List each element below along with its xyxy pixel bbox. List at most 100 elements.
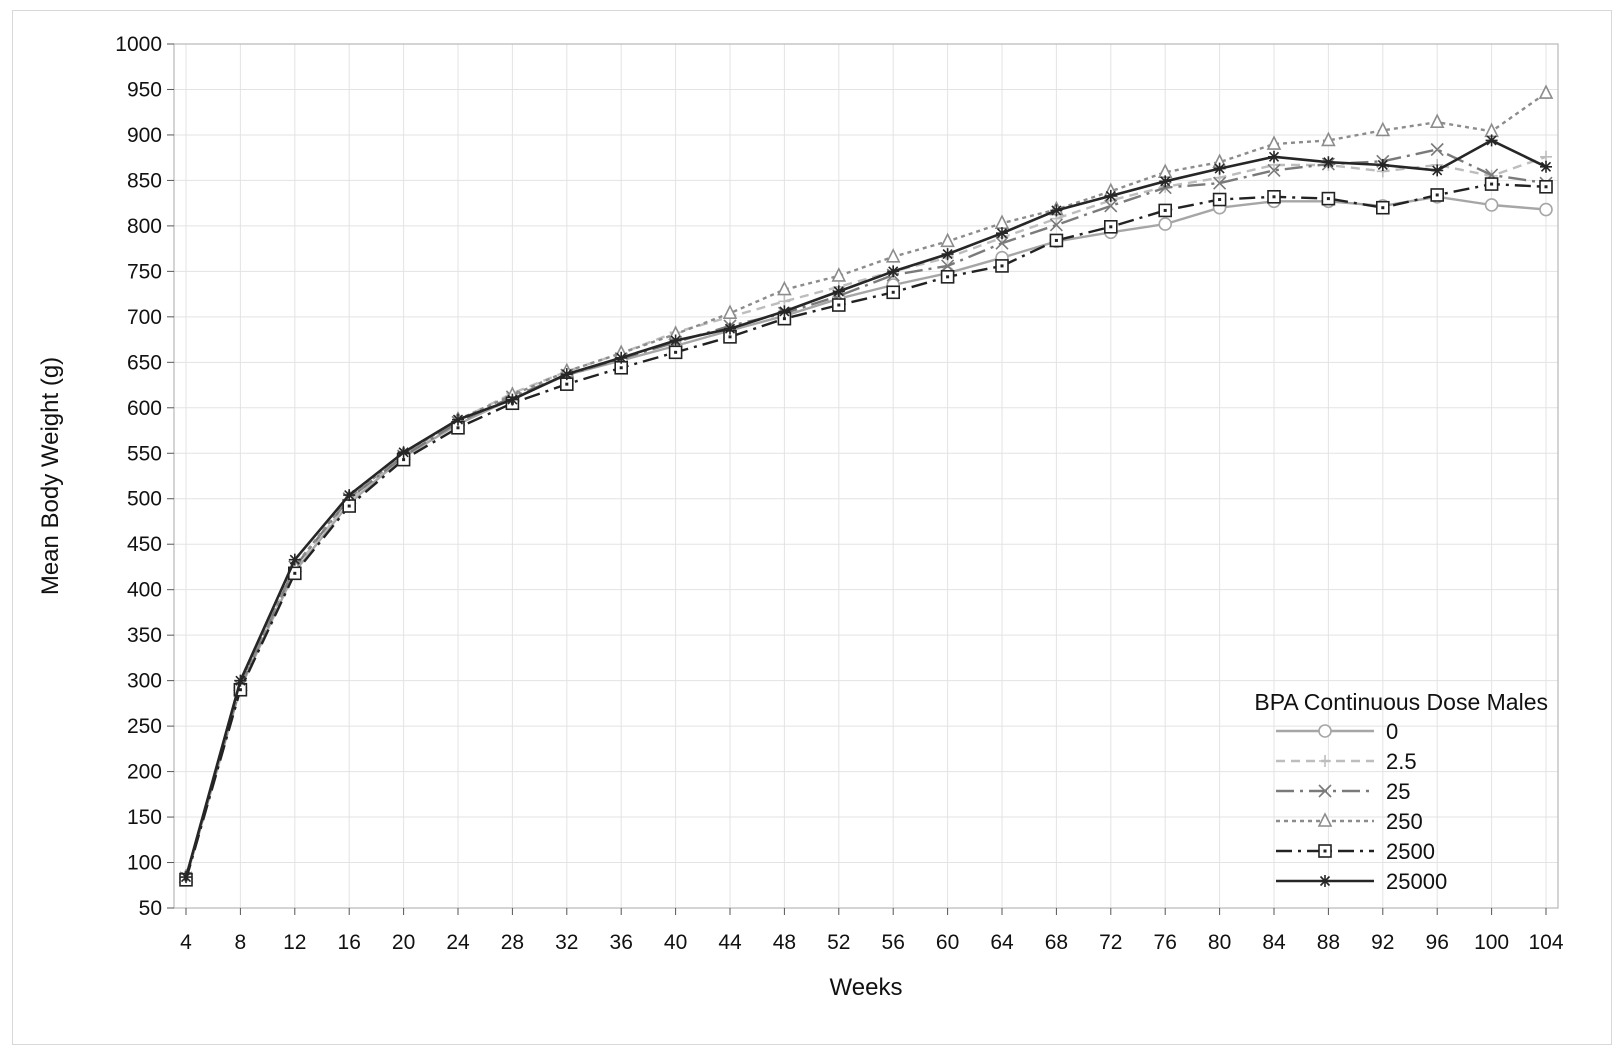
- data-point-2500: [1212, 192, 1227, 207]
- data-point-2500: [668, 345, 683, 360]
- square-marker-dot: [456, 426, 460, 430]
- x-axis-title: Weeks: [830, 974, 903, 1001]
- y-tick-label: 200: [127, 761, 162, 784]
- data-point-2500: [995, 259, 1009, 273]
- series-25: [179, 142, 1553, 885]
- data-point-25000: [724, 322, 736, 335]
- plot-area-border: [173, 43, 1559, 909]
- legend-item-2500: 2500: [1276, 839, 1435, 864]
- x-tick-label: 8: [235, 931, 247, 954]
- data-point-2500: [940, 270, 955, 284]
- data-point-25000: [1540, 160, 1552, 173]
- legend-item-0: 0: [1276, 719, 1398, 744]
- y-tick-label: 50: [139, 897, 162, 920]
- data-point-250: [885, 248, 901, 263]
- legend-swatch-marker: [1318, 784, 1332, 798]
- legend-swatch-marker: [1318, 844, 1332, 858]
- x-tick-label: 100: [1474, 931, 1509, 954]
- data-point-2500: [886, 285, 901, 300]
- data-point-25000: [996, 227, 1008, 240]
- x-tick-label: 36: [610, 931, 633, 954]
- square-marker-dot: [1054, 238, 1058, 242]
- legend-label: 25: [1386, 779, 1410, 804]
- series-25000: [180, 134, 1552, 884]
- square-marker-dot: [1163, 208, 1167, 212]
- y-tick-label: 400: [127, 579, 162, 602]
- x-tick-label: 28: [501, 931, 524, 954]
- series-2.5: [180, 150, 1552, 884]
- data-point-2.5: [1540, 150, 1552, 163]
- y-tick-label: 300: [127, 670, 162, 693]
- y-tick-label: 500: [127, 488, 162, 511]
- data-point-250: [722, 304, 738, 320]
- data-point-25: [995, 236, 1009, 250]
- square-marker-dot: [1218, 198, 1222, 202]
- data-point-25000: [778, 305, 791, 318]
- square-marker-dot: [565, 382, 569, 386]
- legend-swatch-marker: [1317, 812, 1333, 827]
- legend-swatch-marker: [1319, 755, 1331, 767]
- data-point-2500: [1430, 188, 1444, 202]
- x-tick-label: 16: [338, 931, 361, 954]
- data-point-250: [994, 214, 1010, 229]
- y-tick-label: 250: [127, 715, 162, 738]
- x-tick-label: 40: [664, 931, 687, 954]
- y-tick-label: 850: [127, 169, 162, 192]
- data-point-0: [1158, 217, 1172, 231]
- data-point-25000: [1050, 204, 1063, 217]
- series-layer: [178, 84, 1554, 887]
- data-point-250: [1321, 131, 1336, 147]
- x-tick-label: 24: [446, 931, 470, 954]
- y-axis: 50 100 150 200 250 300 350 400 450 500 550 600 650 70…: [115, 33, 174, 920]
- legend-item-25000: 25000: [1276, 869, 1447, 894]
- y-tick-label: 1000: [115, 33, 162, 56]
- square-marker-dot: [347, 504, 351, 508]
- x-tick-label: 88: [1317, 931, 1340, 954]
- x-tick-label: 52: [827, 931, 850, 954]
- legend-label: 250: [1386, 809, 1423, 834]
- legend-label: 2500: [1386, 839, 1435, 864]
- data-point-25000: [397, 446, 410, 459]
- data-point-25: [1213, 176, 1227, 190]
- data-point-25000: [1268, 150, 1280, 163]
- y-tick-label: 450: [127, 533, 162, 556]
- y-tick-label: 350: [127, 624, 162, 647]
- legend-item-2.5: 2.5: [1276, 749, 1417, 774]
- x-tick-label: 76: [1154, 931, 1177, 954]
- data-point-25000: [506, 393, 519, 406]
- data-point-25000: [1322, 156, 1335, 169]
- data-point-25000: [560, 368, 573, 381]
- data-point-2500: [1321, 191, 1336, 206]
- square-marker-dot: [837, 303, 841, 307]
- x-tick-label: 80: [1208, 931, 1231, 954]
- y-tick-label: 550: [127, 442, 162, 465]
- square-marker-dot: [891, 290, 895, 294]
- square-marker-dot: [782, 317, 786, 321]
- data-point-25000: [1376, 158, 1389, 171]
- data-point-250: [1266, 135, 1282, 150]
- series-2500: [179, 177, 1553, 887]
- legend-label: 0: [1386, 719, 1398, 744]
- x-tick-label: 48: [773, 931, 796, 954]
- data-point-25000: [1213, 162, 1226, 175]
- data-point-25000: [180, 871, 192, 884]
- data-point-25000: [832, 285, 845, 298]
- square-marker-dot: [1326, 197, 1330, 201]
- data-point-2500: [1539, 179, 1553, 194]
- series-line-2.5: [184, 155, 1547, 878]
- series-line-25000: [184, 139, 1547, 878]
- data-point-25: [1049, 218, 1063, 232]
- series-line-250: [184, 92, 1547, 878]
- data-point-0: [1484, 198, 1499, 212]
- data-point-2500: [1049, 233, 1064, 248]
- square-marker-dot: [1000, 264, 1004, 268]
- data-point-250: [831, 267, 847, 282]
- square-marker-dot: [1109, 225, 1113, 229]
- x-tick-label: 44: [718, 931, 742, 954]
- data-point-25000: [615, 351, 628, 364]
- data-point-250: [1538, 84, 1554, 99]
- series-line-25: [184, 148, 1547, 879]
- data-point-250: [1375, 121, 1391, 137]
- legend-title: BPA Continuous Dose Males: [1254, 689, 1548, 715]
